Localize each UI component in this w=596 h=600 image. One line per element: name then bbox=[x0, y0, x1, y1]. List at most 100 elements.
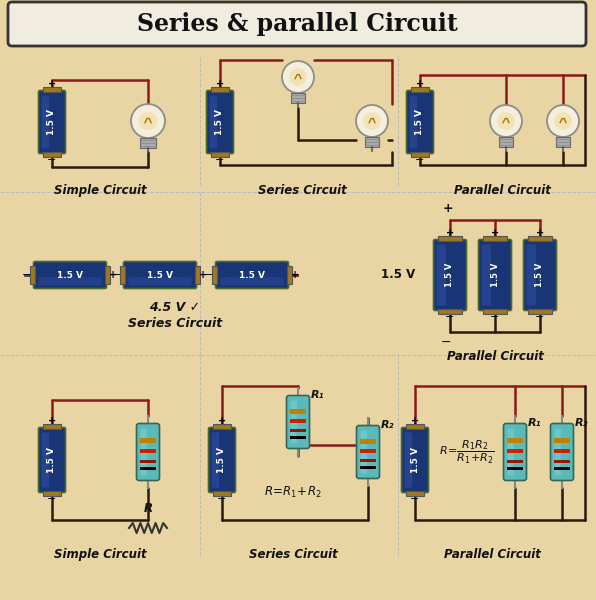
Bar bbox=[483, 309, 507, 314]
Bar bbox=[360, 466, 376, 469]
Text: Series Circuit: Series Circuit bbox=[128, 317, 222, 330]
Text: −: − bbox=[218, 494, 226, 504]
FancyBboxPatch shape bbox=[216, 262, 288, 289]
Text: $R\!=\!\dfrac{R_1 R_2}{R_1\!+\!R_2}$: $R\!=\!\dfrac{R_1 R_2}{R_1\!+\!R_2}$ bbox=[439, 439, 495, 466]
Bar bbox=[30, 266, 35, 284]
FancyBboxPatch shape bbox=[402, 427, 429, 493]
FancyBboxPatch shape bbox=[409, 95, 417, 148]
FancyBboxPatch shape bbox=[526, 245, 536, 305]
Text: +: + bbox=[109, 270, 117, 280]
Text: −: − bbox=[215, 155, 225, 165]
Text: −: − bbox=[112, 270, 122, 280]
Circle shape bbox=[547, 105, 579, 137]
Text: 1.5 V: 1.5 V bbox=[48, 447, 57, 473]
Bar bbox=[499, 137, 513, 147]
Text: 1.5 V: 1.5 V bbox=[239, 271, 265, 280]
FancyBboxPatch shape bbox=[523, 239, 557, 311]
Text: Parallel Circuit: Parallel Circuit bbox=[446, 350, 544, 363]
FancyBboxPatch shape bbox=[221, 277, 284, 286]
Bar bbox=[411, 87, 429, 92]
Text: +: + bbox=[291, 270, 299, 280]
Text: +: + bbox=[491, 228, 499, 238]
FancyBboxPatch shape bbox=[210, 95, 217, 148]
Bar bbox=[211, 87, 229, 92]
FancyBboxPatch shape bbox=[356, 425, 380, 479]
Text: +: + bbox=[411, 416, 419, 426]
Bar bbox=[287, 266, 292, 284]
FancyBboxPatch shape bbox=[136, 424, 160, 481]
Circle shape bbox=[139, 112, 157, 130]
Bar bbox=[290, 409, 306, 413]
Bar bbox=[360, 459, 376, 462]
FancyBboxPatch shape bbox=[287, 395, 309, 449]
Text: +: + bbox=[443, 202, 454, 215]
Text: −: − bbox=[491, 312, 499, 322]
Bar bbox=[360, 449, 376, 453]
Bar bbox=[438, 236, 462, 241]
FancyBboxPatch shape bbox=[361, 431, 367, 473]
Bar bbox=[507, 449, 523, 453]
Text: −: − bbox=[415, 155, 425, 165]
Text: R₁: R₁ bbox=[528, 418, 542, 428]
Text: 1.5 V: 1.5 V bbox=[415, 109, 424, 135]
FancyBboxPatch shape bbox=[508, 428, 514, 475]
Bar bbox=[291, 93, 305, 103]
FancyBboxPatch shape bbox=[42, 95, 49, 148]
Text: +: + bbox=[536, 228, 544, 238]
FancyBboxPatch shape bbox=[290, 401, 297, 443]
Bar bbox=[554, 439, 570, 443]
FancyBboxPatch shape bbox=[206, 91, 234, 154]
Text: 4.5 V ✓: 4.5 V ✓ bbox=[150, 301, 201, 314]
Text: 1.5 V: 1.5 V bbox=[445, 263, 455, 287]
Text: −: − bbox=[22, 270, 32, 280]
Circle shape bbox=[497, 112, 515, 130]
Text: +: + bbox=[218, 416, 226, 426]
FancyBboxPatch shape bbox=[8, 2, 586, 46]
Bar bbox=[140, 460, 156, 463]
FancyBboxPatch shape bbox=[33, 262, 107, 289]
Bar bbox=[406, 424, 424, 429]
Bar bbox=[290, 429, 306, 432]
FancyBboxPatch shape bbox=[551, 424, 573, 481]
Text: −: − bbox=[47, 494, 57, 504]
Text: +: + bbox=[446, 228, 454, 238]
Bar bbox=[507, 439, 523, 443]
Bar bbox=[360, 439, 376, 443]
Text: Simple Circuit: Simple Circuit bbox=[54, 184, 146, 197]
FancyBboxPatch shape bbox=[39, 427, 66, 493]
FancyBboxPatch shape bbox=[42, 433, 49, 487]
Text: −: − bbox=[410, 494, 420, 504]
FancyBboxPatch shape bbox=[129, 277, 191, 286]
Bar bbox=[554, 467, 570, 470]
Bar bbox=[528, 236, 552, 241]
Text: Parallel Circuit: Parallel Circuit bbox=[454, 184, 551, 197]
Bar bbox=[290, 419, 306, 423]
FancyBboxPatch shape bbox=[479, 239, 511, 311]
Text: Series Circuit: Series Circuit bbox=[257, 184, 346, 197]
Bar bbox=[213, 424, 231, 429]
Bar bbox=[406, 491, 424, 496]
Text: Simple Circuit: Simple Circuit bbox=[54, 548, 146, 561]
Text: +: + bbox=[216, 79, 224, 89]
Text: +: + bbox=[199, 270, 207, 280]
Text: R₂: R₂ bbox=[381, 420, 395, 430]
Text: 1.5 V: 1.5 V bbox=[491, 263, 499, 287]
FancyBboxPatch shape bbox=[209, 427, 235, 493]
Bar bbox=[212, 266, 217, 284]
Bar bbox=[43, 491, 61, 496]
Text: Series & parallel Circuit: Series & parallel Circuit bbox=[136, 12, 457, 36]
FancyBboxPatch shape bbox=[433, 239, 467, 311]
Bar bbox=[140, 138, 156, 148]
Text: Parallel Circuit: Parallel Circuit bbox=[443, 548, 541, 561]
Text: +: + bbox=[416, 79, 424, 89]
FancyBboxPatch shape bbox=[554, 428, 561, 475]
Text: −: − bbox=[445, 312, 455, 322]
Bar bbox=[120, 266, 125, 284]
Circle shape bbox=[363, 112, 381, 130]
FancyBboxPatch shape bbox=[123, 262, 197, 289]
Text: R: R bbox=[144, 502, 153, 515]
Text: −: − bbox=[441, 336, 451, 349]
Text: R₂: R₂ bbox=[575, 418, 588, 428]
FancyBboxPatch shape bbox=[504, 424, 526, 481]
Text: 1.5 V: 1.5 V bbox=[411, 447, 420, 473]
